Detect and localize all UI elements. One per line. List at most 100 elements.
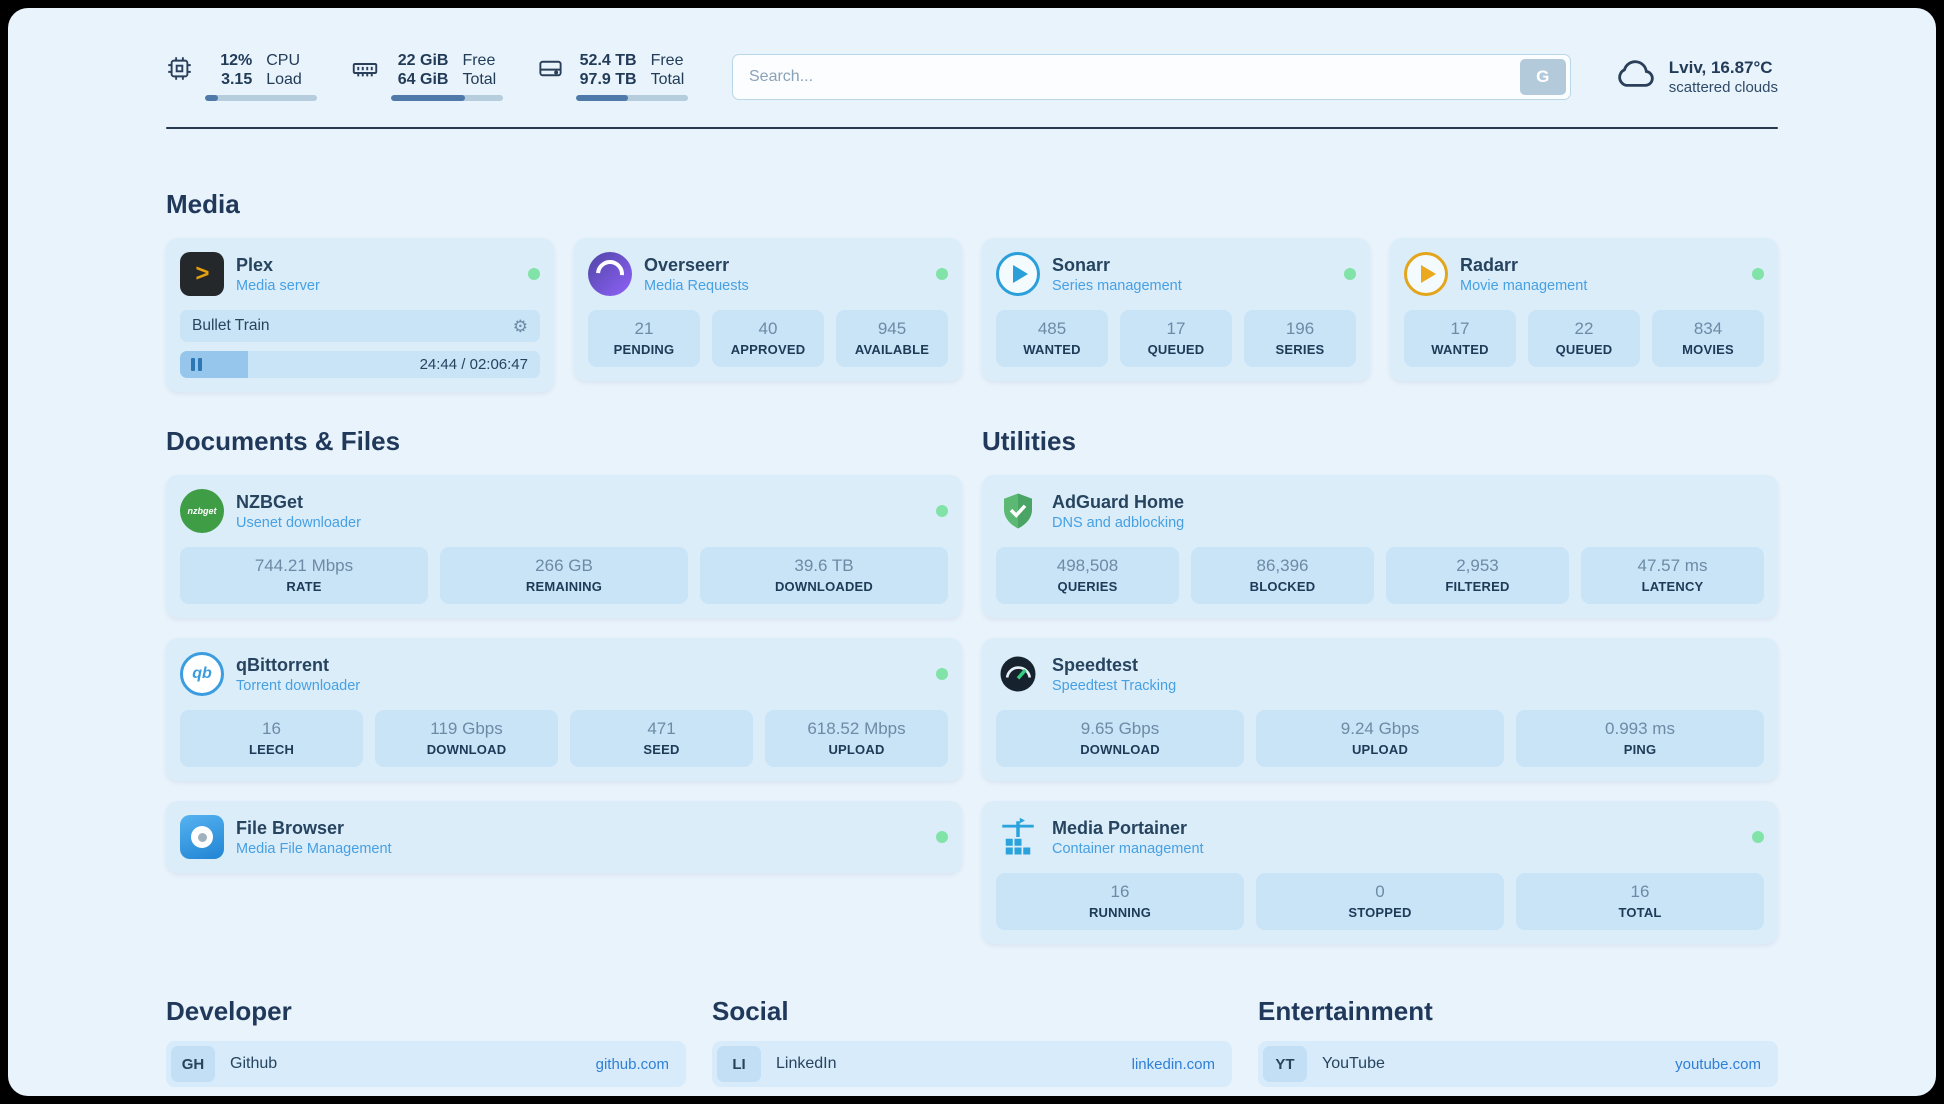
ram-total-label: Total	[462, 71, 497, 88]
ram-progress-bar	[391, 95, 503, 101]
section-title-documents: Documents & Files	[166, 426, 401, 456]
section-title-developer: Developer	[166, 996, 292, 1026]
section-social: Social LI LinkedIn linkedin.com TW Twitt…	[712, 996, 1232, 1096]
service-card-filebrowser[interactable]: File Browser Media File Management	[166, 801, 962, 873]
stat-box: 9.24 Gbps UPLOAD	[1256, 710, 1504, 767]
disk-free-label: Free	[650, 52, 684, 69]
cpu-usage-value: 12%	[220, 52, 253, 69]
disk-total-value: 97.9 TB	[579, 71, 637, 88]
search-input[interactable]	[732, 53, 1571, 100]
header-divider	[166, 127, 1778, 129]
stat-box: 17 WANTED	[1404, 310, 1516, 367]
service-subtitle-portainer: Container management	[1052, 840, 1204, 857]
service-subtitle-plex: Media server	[236, 277, 320, 294]
service-name-sonarr: Sonarr	[1052, 254, 1111, 275]
stat-box: 39.6 TB DOWNLOADED	[700, 547, 948, 604]
stat-box: 17 QUEUED	[1120, 310, 1232, 367]
section-entertainment: Entertainment YT YouTube youtube.com NF …	[1258, 996, 1778, 1096]
cpu-progress-bar	[205, 95, 317, 101]
ram-free-value: 22 GiB	[397, 52, 449, 69]
now-playing-title: Bullet Train	[192, 317, 270, 334]
service-card-adguard[interactable]: AdGuard Home DNS and adblocking 498,508 …	[982, 475, 1778, 618]
now-playing-row: Bullet Train ⚙	[180, 310, 540, 342]
stat-box: 266 GB REMAINING	[440, 547, 688, 604]
bookmark-linkedin[interactable]: LI LinkedIn linkedin.com	[712, 1041, 1232, 1087]
stat-box: 471 SEED	[570, 710, 753, 767]
service-card-sonarr[interactable]: Sonarr Series management 485 WANTED 17 Q…	[982, 238, 1370, 381]
service-subtitle-nzbget: Usenet downloader	[236, 514, 361, 531]
ram-total-value: 64 GiB	[397, 71, 449, 88]
service-subtitle-overseerr: Media Requests	[644, 277, 749, 294]
stat-box: 0 STOPPED	[1256, 873, 1504, 930]
speedtest-icon	[996, 652, 1040, 696]
stat-box: 40 APPROVED	[712, 310, 824, 367]
status-dot	[936, 831, 948, 843]
playback-progress-bar: 24:44 / 02:06:47	[180, 351, 540, 378]
stat-box: 21 PENDING	[588, 310, 700, 367]
ram-free-label: Free	[462, 52, 496, 69]
section-utilities: Utilities AdGuard Home DNS and adblockin…	[982, 426, 1778, 944]
stat-box: 196 SERIES	[1244, 310, 1356, 367]
stat-box: 16 TOTAL	[1516, 873, 1764, 930]
service-subtitle-radarr: Movie management	[1460, 277, 1588, 294]
pause-icon[interactable]	[191, 358, 205, 371]
disk-total-label: Total	[650, 71, 685, 88]
section-title-media: Media	[166, 189, 240, 219]
service-name-overseerr: Overseerr	[644, 254, 730, 275]
bookmark-name: YouTube	[1322, 1055, 1385, 1072]
search-provider-button[interactable]: G	[1519, 58, 1566, 95]
bookmark-github[interactable]: GH Github github.com	[166, 1041, 686, 1087]
service-subtitle-qbittorrent: Torrent downloader	[236, 677, 361, 694]
service-card-overseerr[interactable]: Overseerr Media Requests 21 PENDING 40 A…	[574, 238, 962, 381]
bookmark-domain: github.com	[595, 1055, 669, 1073]
stat-box: 834 MOVIES	[1652, 310, 1764, 367]
service-name-radarr: Radarr	[1460, 254, 1519, 275]
service-card-nzbget[interactable]: nzbget NZBGet Usenet downloader 744.21 M…	[166, 475, 962, 618]
bookmark-domain: linkedin.com	[1131, 1055, 1215, 1073]
stat-box: 2,953 FILTERED	[1386, 547, 1569, 604]
disk-widget: 52.4 TB Free 97.9 TB Total	[537, 52, 688, 101]
radarr-icon	[1404, 252, 1448, 296]
bookmark-youtube[interactable]: YT YouTube youtube.com	[1258, 1041, 1778, 1087]
bookmark-abbr: LI	[717, 1046, 761, 1082]
service-subtitle-sonarr: Series management	[1052, 277, 1182, 294]
stat-box: 86,396 BLOCKED	[1191, 547, 1374, 604]
sonarr-icon	[996, 252, 1040, 296]
qbittorrent-icon: qb	[180, 652, 224, 696]
service-subtitle-adguard: DNS and adblocking	[1052, 514, 1185, 531]
cpu-load-label: Load	[266, 71, 302, 88]
cpu-icon	[166, 55, 193, 82]
cloud-icon	[1615, 58, 1657, 95]
section-media: Media > Plex Media server Bullet Train ⚙	[166, 189, 1778, 392]
service-subtitle-speedtest: Speedtest Tracking	[1052, 677, 1177, 694]
dashboard-page: 12% CPU 3.15 Load 22 GiB Free 64	[8, 8, 1936, 1096]
stat-box: 485 WANTED	[996, 310, 1108, 367]
stat-box: 119 Gbps DOWNLOAD	[375, 710, 558, 767]
adguard-icon	[996, 489, 1040, 533]
filebrowser-icon	[180, 815, 224, 859]
stat-box: 618.52 Mbps UPLOAD	[765, 710, 948, 767]
cpu-widget: 12% CPU 3.15 Load	[166, 52, 317, 101]
service-card-radarr[interactable]: Radarr Movie management 17 WANTED 22 QUE…	[1390, 238, 1778, 381]
stat-box: 9.65 Gbps DOWNLOAD	[996, 710, 1244, 767]
service-card-qbittorrent[interactable]: qb qBittorrent Torrent downloader 16 LEE…	[166, 638, 962, 781]
memory-widget: 22 GiB Free 64 GiB Total	[351, 52, 503, 101]
status-dot	[1344, 268, 1356, 280]
disk-icon	[537, 55, 564, 82]
stat-box: 47.57 ms LATENCY	[1581, 547, 1764, 604]
service-card-plex[interactable]: > Plex Media server Bullet Train ⚙	[166, 238, 554, 392]
service-card-portainer[interactable]: Media Portainer Container management 16 …	[982, 801, 1778, 944]
weather-widget[interactable]: Lviv, 16.87°C scattered clouds	[1615, 58, 1778, 96]
portainer-icon	[996, 815, 1040, 859]
disk-progress-bar	[576, 95, 688, 101]
status-dot	[1752, 268, 1764, 280]
gear-icon[interactable]: ⚙	[512, 316, 528, 336]
stat-box: 22 QUEUED	[1528, 310, 1640, 367]
service-card-speedtest[interactable]: Speedtest Speedtest Tracking 9.65 Gbps D…	[982, 638, 1778, 781]
cpu-usage-label: CPU	[266, 52, 300, 69]
section-title-social: Social	[712, 996, 789, 1026]
service-name-filebrowser: File Browser	[236, 817, 345, 838]
stat-box: 16 LEECH	[180, 710, 363, 767]
section-title-utilities: Utilities	[982, 426, 1076, 456]
service-name-adguard: AdGuard Home	[1052, 491, 1185, 512]
